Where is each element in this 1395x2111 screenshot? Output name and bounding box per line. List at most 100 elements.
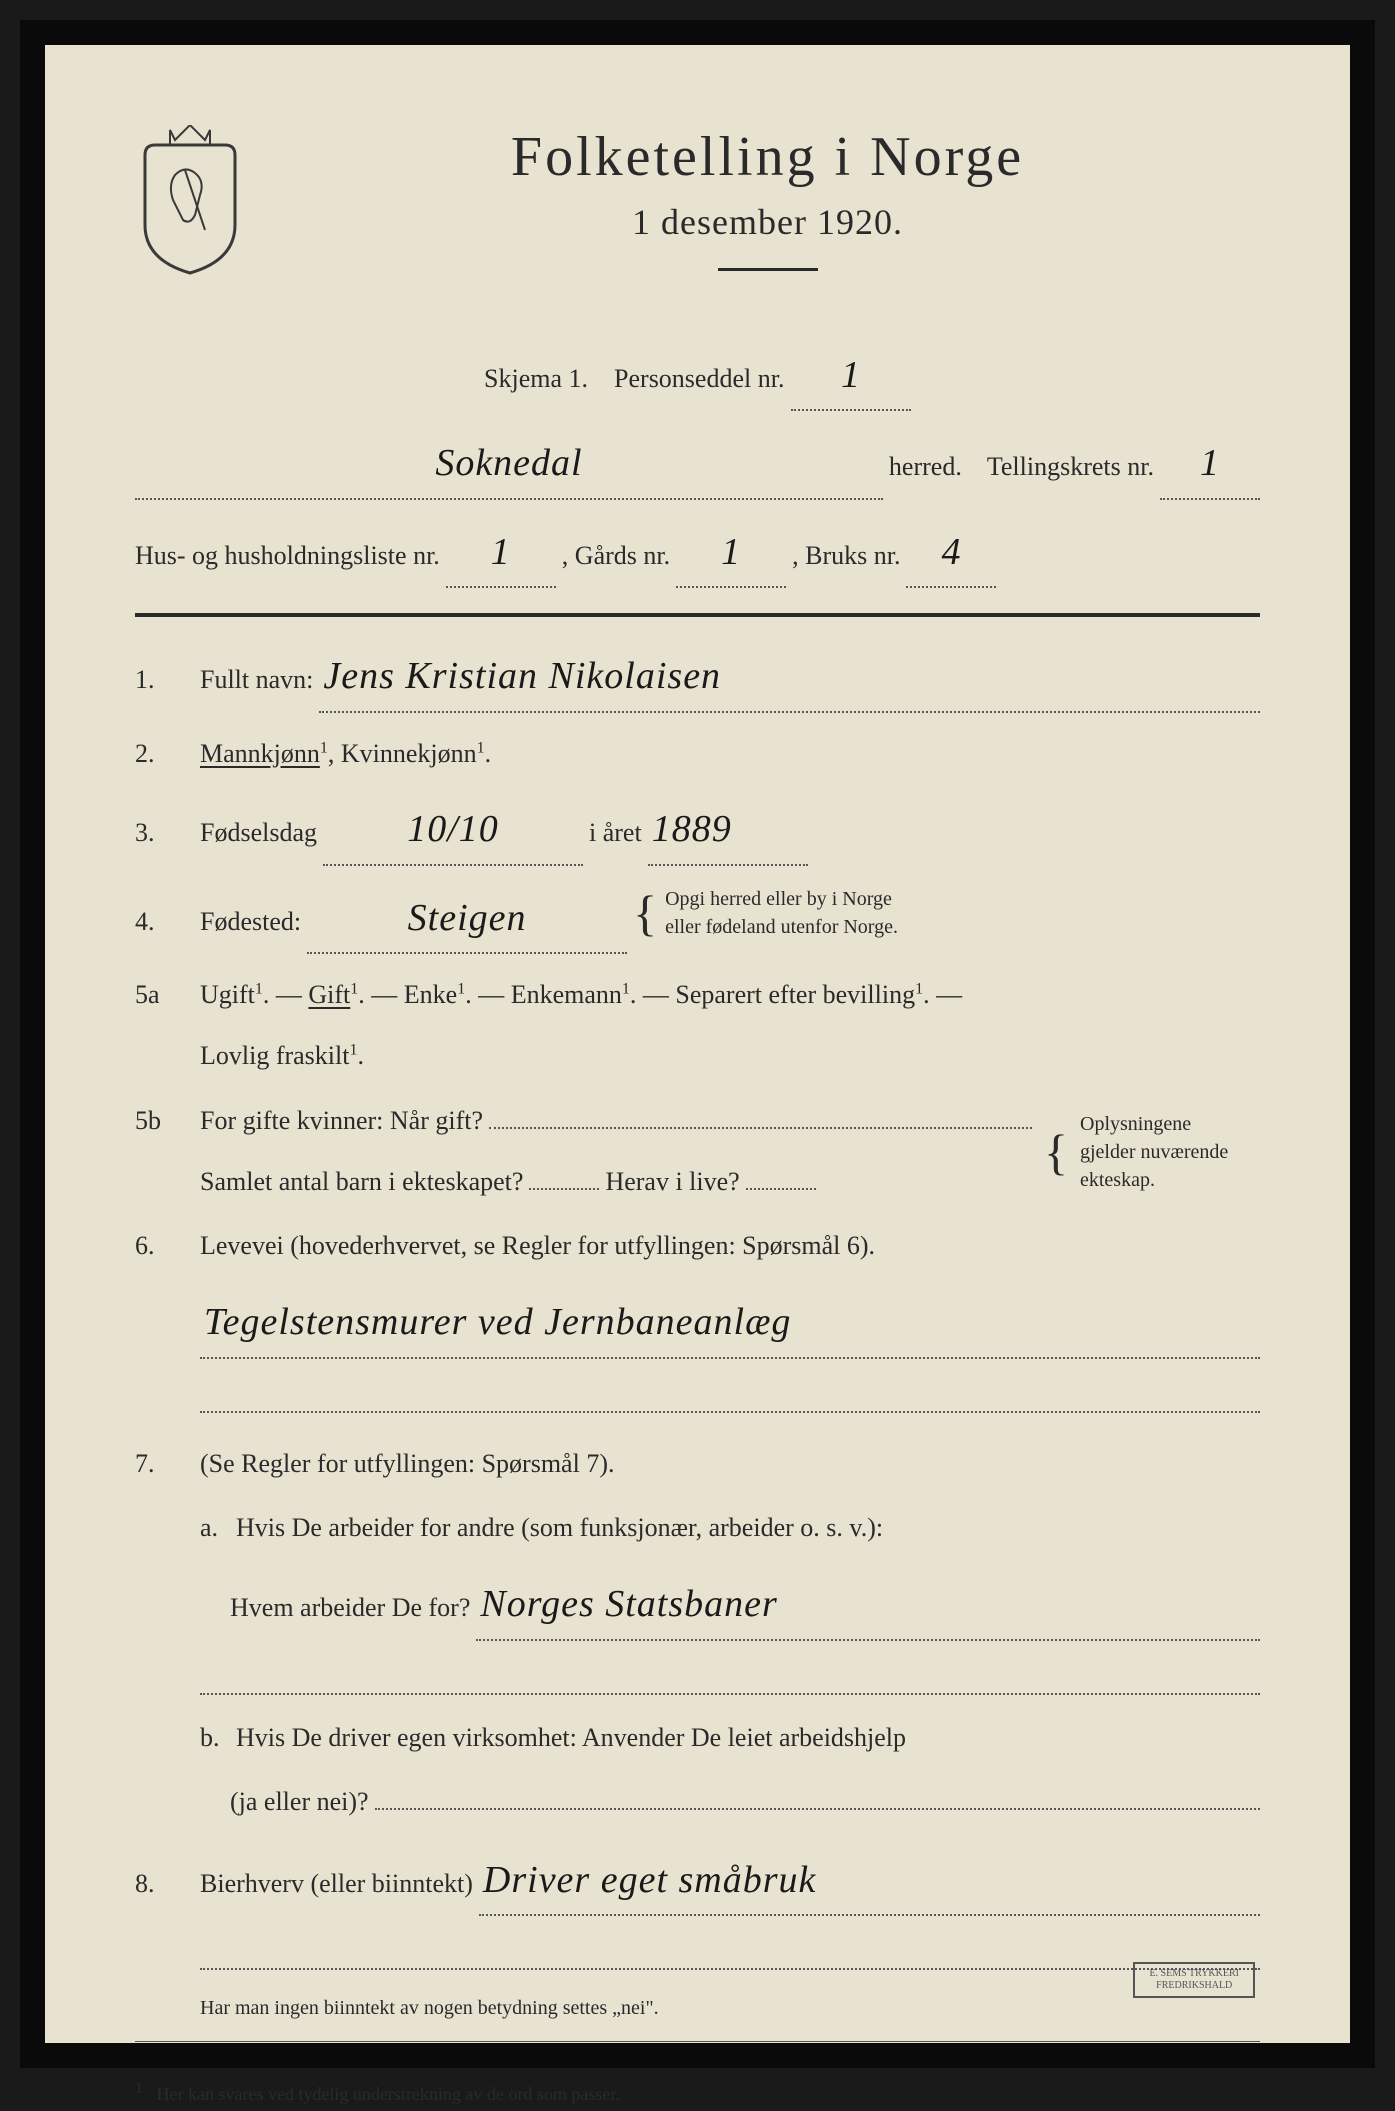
q7a-row: a. Hvis De arbeider for andre (som funks… bbox=[135, 1505, 1260, 1552]
q5b-label2: Samlet antal barn i ekteskapet? bbox=[200, 1159, 523, 1206]
q7b-label: b. bbox=[200, 1715, 230, 1762]
brace-icon: { bbox=[1044, 1132, 1068, 1172]
census-form-page: Folketelling i Norge 1 desember 1920. Sk… bbox=[20, 20, 1375, 2068]
q5b-field1 bbox=[489, 1127, 1032, 1129]
q3-day: 10/10 bbox=[323, 795, 583, 865]
q8-row: 8. Bierhverv (eller biinntekt) Driver eg… bbox=[135, 1846, 1260, 1916]
bruks-label: , Bruks nr. bbox=[792, 533, 900, 580]
q7a-value: Norges Statsbaner bbox=[476, 1570, 1260, 1640]
q5b-note2: gjelder nuværende bbox=[1080, 1138, 1260, 1166]
q7b-row: b. Hvis De driver egen virksomhet: Anven… bbox=[135, 1715, 1260, 1762]
brace-icon: { bbox=[633, 893, 657, 933]
q4-label: Fødested: bbox=[200, 899, 301, 946]
husliste-nr: 1 bbox=[446, 518, 556, 588]
q5b-field3 bbox=[746, 1188, 816, 1190]
gards-nr: 1 bbox=[676, 518, 786, 588]
personseddel-label: Personseddel nr. bbox=[614, 364, 784, 393]
q7b-text1: Hvis De driver egen virksomhet: Anvender… bbox=[236, 1715, 906, 1762]
q7-num: 7. bbox=[135, 1441, 180, 1488]
q7-row: 7. (Se Regler for utfyllingen: Spørsmål … bbox=[135, 1441, 1260, 1488]
q5b-note3: ekteskap. bbox=[1080, 1166, 1260, 1194]
q3-num: 3. bbox=[135, 810, 180, 857]
q1-label: Fullt navn: bbox=[200, 657, 313, 704]
q5a-enke: Enke bbox=[404, 980, 457, 1009]
q5a-enkemann: Enkemann bbox=[511, 980, 622, 1009]
q2-mann: Mannkjønn bbox=[200, 739, 320, 768]
q7b-value bbox=[375, 1808, 1260, 1810]
skjema-row: Skjema 1. Personseddel nr. 1 bbox=[135, 341, 1260, 411]
q5b-num: 5b bbox=[135, 1098, 180, 1145]
printer-stamp: E. SEMS TRYKKERI FREDRIKSHALD bbox=[1133, 1962, 1255, 1998]
q7a-text2: Hvem arbeider De for? bbox=[230, 1585, 470, 1632]
q5b-label3: Herav i live? bbox=[605, 1159, 739, 1206]
q5a-lovlig: Lovlig fraskilt bbox=[200, 1041, 349, 1070]
tellingskrets-nr: 1 bbox=[1160, 429, 1260, 499]
q5a-gift: Gift bbox=[308, 980, 350, 1009]
q7b-text2: (ja eller nei)? bbox=[230, 1779, 369, 1826]
q5b-label1: For gifte kvinner: Når gift? bbox=[200, 1098, 483, 1145]
q2-mann-sup: 1 bbox=[320, 739, 328, 756]
crest-svg bbox=[135, 125, 245, 275]
q1-row: 1. Fullt navn: Jens Kristian Nikolaisen bbox=[135, 642, 1260, 712]
skjema-label: Skjema 1. bbox=[484, 364, 588, 393]
section-divider-1 bbox=[135, 613, 1260, 617]
q6-label: Levevei (hovederhvervet, se Regler for u… bbox=[200, 1231, 875, 1260]
q7b-row2: (ja eller nei)? bbox=[135, 1779, 1260, 1826]
q7a-text1: Hvis De arbeider for andre (som funksjon… bbox=[236, 1505, 883, 1552]
q8-blank bbox=[200, 1934, 1260, 1970]
q8-label: Bierhverv (eller biinntekt) bbox=[200, 1861, 473, 1908]
q2-kvinne: Kvinnekjønn bbox=[341, 739, 477, 768]
norwegian-coat-of-arms-icon bbox=[135, 125, 245, 275]
q3-row: 3. Fødselsdag 10/10 i året 1889 bbox=[135, 795, 1260, 865]
q8-value: Driver eget småbruk bbox=[479, 1846, 1260, 1916]
stamp-line2: FREDRIKSHALD bbox=[1149, 1980, 1239, 1992]
q2-num: 2. bbox=[135, 731, 180, 778]
q4-row: 4. Fødested: Steigen { Opgi herred eller… bbox=[135, 884, 1260, 954]
title-block: Folketelling i Norge 1 desember 1920. bbox=[275, 125, 1260, 301]
q4-value: Steigen bbox=[307, 884, 627, 954]
q6-value-row: Tegelstensmurer ved Jernbaneanlæg bbox=[135, 1288, 1260, 1358]
q5a-row: 5a Ugift1. — Gift1. — Enke1. — Enkemann1… bbox=[135, 972, 1260, 1080]
q1-num: 1. bbox=[135, 657, 180, 704]
q3-year-label: i året bbox=[589, 810, 642, 857]
q4-note2: eller fødeland utenfor Norge. bbox=[665, 913, 898, 941]
personseddel-nr: 1 bbox=[791, 341, 911, 411]
tellingskrets-label: Tellingskrets nr. bbox=[987, 444, 1154, 491]
q7a-blank bbox=[200, 1659, 1260, 1695]
q4-note1: Opgi herred eller by i Norge bbox=[665, 885, 898, 913]
page-subtitle: 1 desember 1920. bbox=[275, 201, 1260, 243]
footnote-num: 1 bbox=[135, 2080, 143, 2097]
footer-note: Har man ingen biinntekt av nogen betydni… bbox=[135, 1990, 1260, 2026]
q7-label: (Se Regler for utfyllingen: Spørsmål 7). bbox=[200, 1449, 614, 1478]
bruks-nr: 4 bbox=[906, 518, 996, 588]
q8-num: 8. bbox=[135, 1861, 180, 1908]
form-body: Skjema 1. Personseddel nr. 1 Soknedal he… bbox=[135, 341, 1260, 2111]
q2-kvinne-sup: 1 bbox=[477, 739, 485, 756]
q6-blank-row bbox=[135, 1377, 1260, 1413]
q7a-blank-row bbox=[135, 1659, 1260, 1695]
footnote-divider bbox=[135, 2041, 1260, 2042]
q5b-row: 5b For gifte kvinner: Når gift? Samlet a… bbox=[135, 1098, 1260, 1206]
herred-label: herred. bbox=[889, 444, 962, 491]
q6-row: 6. Levevei (hovederhvervet, se Regler fo… bbox=[135, 1223, 1260, 1270]
page-title: Folketelling i Norge bbox=[275, 125, 1260, 189]
q6-value: Tegelstensmurer ved Jernbaneanlæg bbox=[200, 1288, 1260, 1358]
q7a-row2: Hvem arbeider De for? Norges Statsbaner bbox=[135, 1570, 1260, 1640]
husliste-label: Hus- og husholdningsliste nr. bbox=[135, 533, 440, 580]
q2-row: 2. Mannkjønn1, Kvinnekjønn1. bbox=[135, 731, 1260, 778]
q6-num: 6. bbox=[135, 1223, 180, 1270]
q5a-ugift: Ugift bbox=[200, 980, 255, 1009]
q4-note-group: { Opgi herred eller by i Norge eller fød… bbox=[633, 885, 898, 941]
husliste-row: Hus- og husholdningsliste nr. 1 , Gårds … bbox=[135, 518, 1260, 588]
q1-value: Jens Kristian Nikolaisen bbox=[319, 642, 1260, 712]
herred-row: Soknedal herred. Tellingskrets nr. 1 bbox=[135, 429, 1260, 499]
gards-label: , Gårds nr. bbox=[562, 533, 670, 580]
footnote-text: Her kan svares ved tydelig understreknin… bbox=[157, 2084, 620, 2104]
q3-label: Fødselsdag bbox=[200, 810, 317, 857]
q5b-field2 bbox=[529, 1188, 599, 1190]
q8-blank-row bbox=[135, 1934, 1260, 1970]
q5a-num: 5a bbox=[135, 972, 180, 1019]
q7a-label: a. bbox=[200, 1505, 230, 1552]
header: Folketelling i Norge 1 desember 1920. bbox=[135, 125, 1260, 301]
title-divider bbox=[718, 268, 818, 271]
